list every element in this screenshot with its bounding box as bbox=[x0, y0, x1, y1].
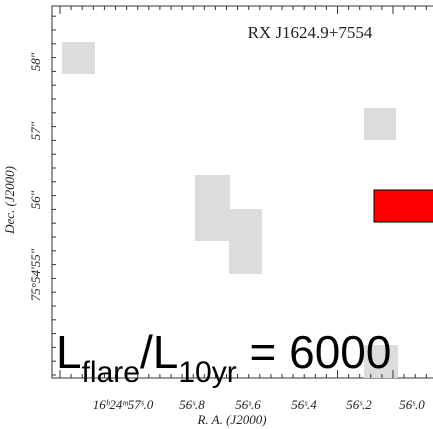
source bbox=[364, 108, 396, 140]
title: RX J1624.9+7554 bbox=[248, 23, 373, 42]
x-tick-label: 16ʰ24ᵐ57ˢ.0 bbox=[93, 397, 154, 412]
annotation-part: = 6000 bbox=[237, 326, 392, 378]
x-tick-label: 56ˢ.4 bbox=[291, 397, 317, 412]
marker bbox=[374, 190, 433, 222]
page: RX J1624.9+7554 Dec. (J2000) 58″ 57″ 56″… bbox=[0, 0, 433, 429]
annotation-sub: 10yr bbox=[178, 356, 236, 389]
x-tick-label: 56ˢ.2 bbox=[346, 397, 372, 412]
y-tick-label: 58″ bbox=[28, 52, 43, 71]
annotation-part: /L bbox=[140, 326, 178, 378]
finding-chart: RX J1624.9+7554 Dec. (J2000) 58″ 57″ 56″… bbox=[0, 0, 433, 429]
source bbox=[229, 209, 262, 274]
x-tick-label: 56ˢ.6 bbox=[235, 397, 261, 412]
annotation-part: L bbox=[56, 326, 82, 378]
y-tick-label: 57″ bbox=[28, 121, 43, 140]
source bbox=[195, 175, 230, 241]
source bbox=[62, 42, 95, 74]
x-tick-label: 56ˢ.8 bbox=[179, 397, 205, 412]
y-tick-label: 56″ bbox=[28, 190, 43, 209]
annotation-sub: flare bbox=[82, 356, 140, 389]
y-tick-label: 75°54′55″ bbox=[28, 248, 43, 301]
y-axis-label: Dec. (J2000) bbox=[2, 166, 17, 235]
x-tick-label: 56ˢ.0 bbox=[399, 397, 425, 412]
x-axis-label: R. A. (J2000) bbox=[196, 412, 266, 427]
